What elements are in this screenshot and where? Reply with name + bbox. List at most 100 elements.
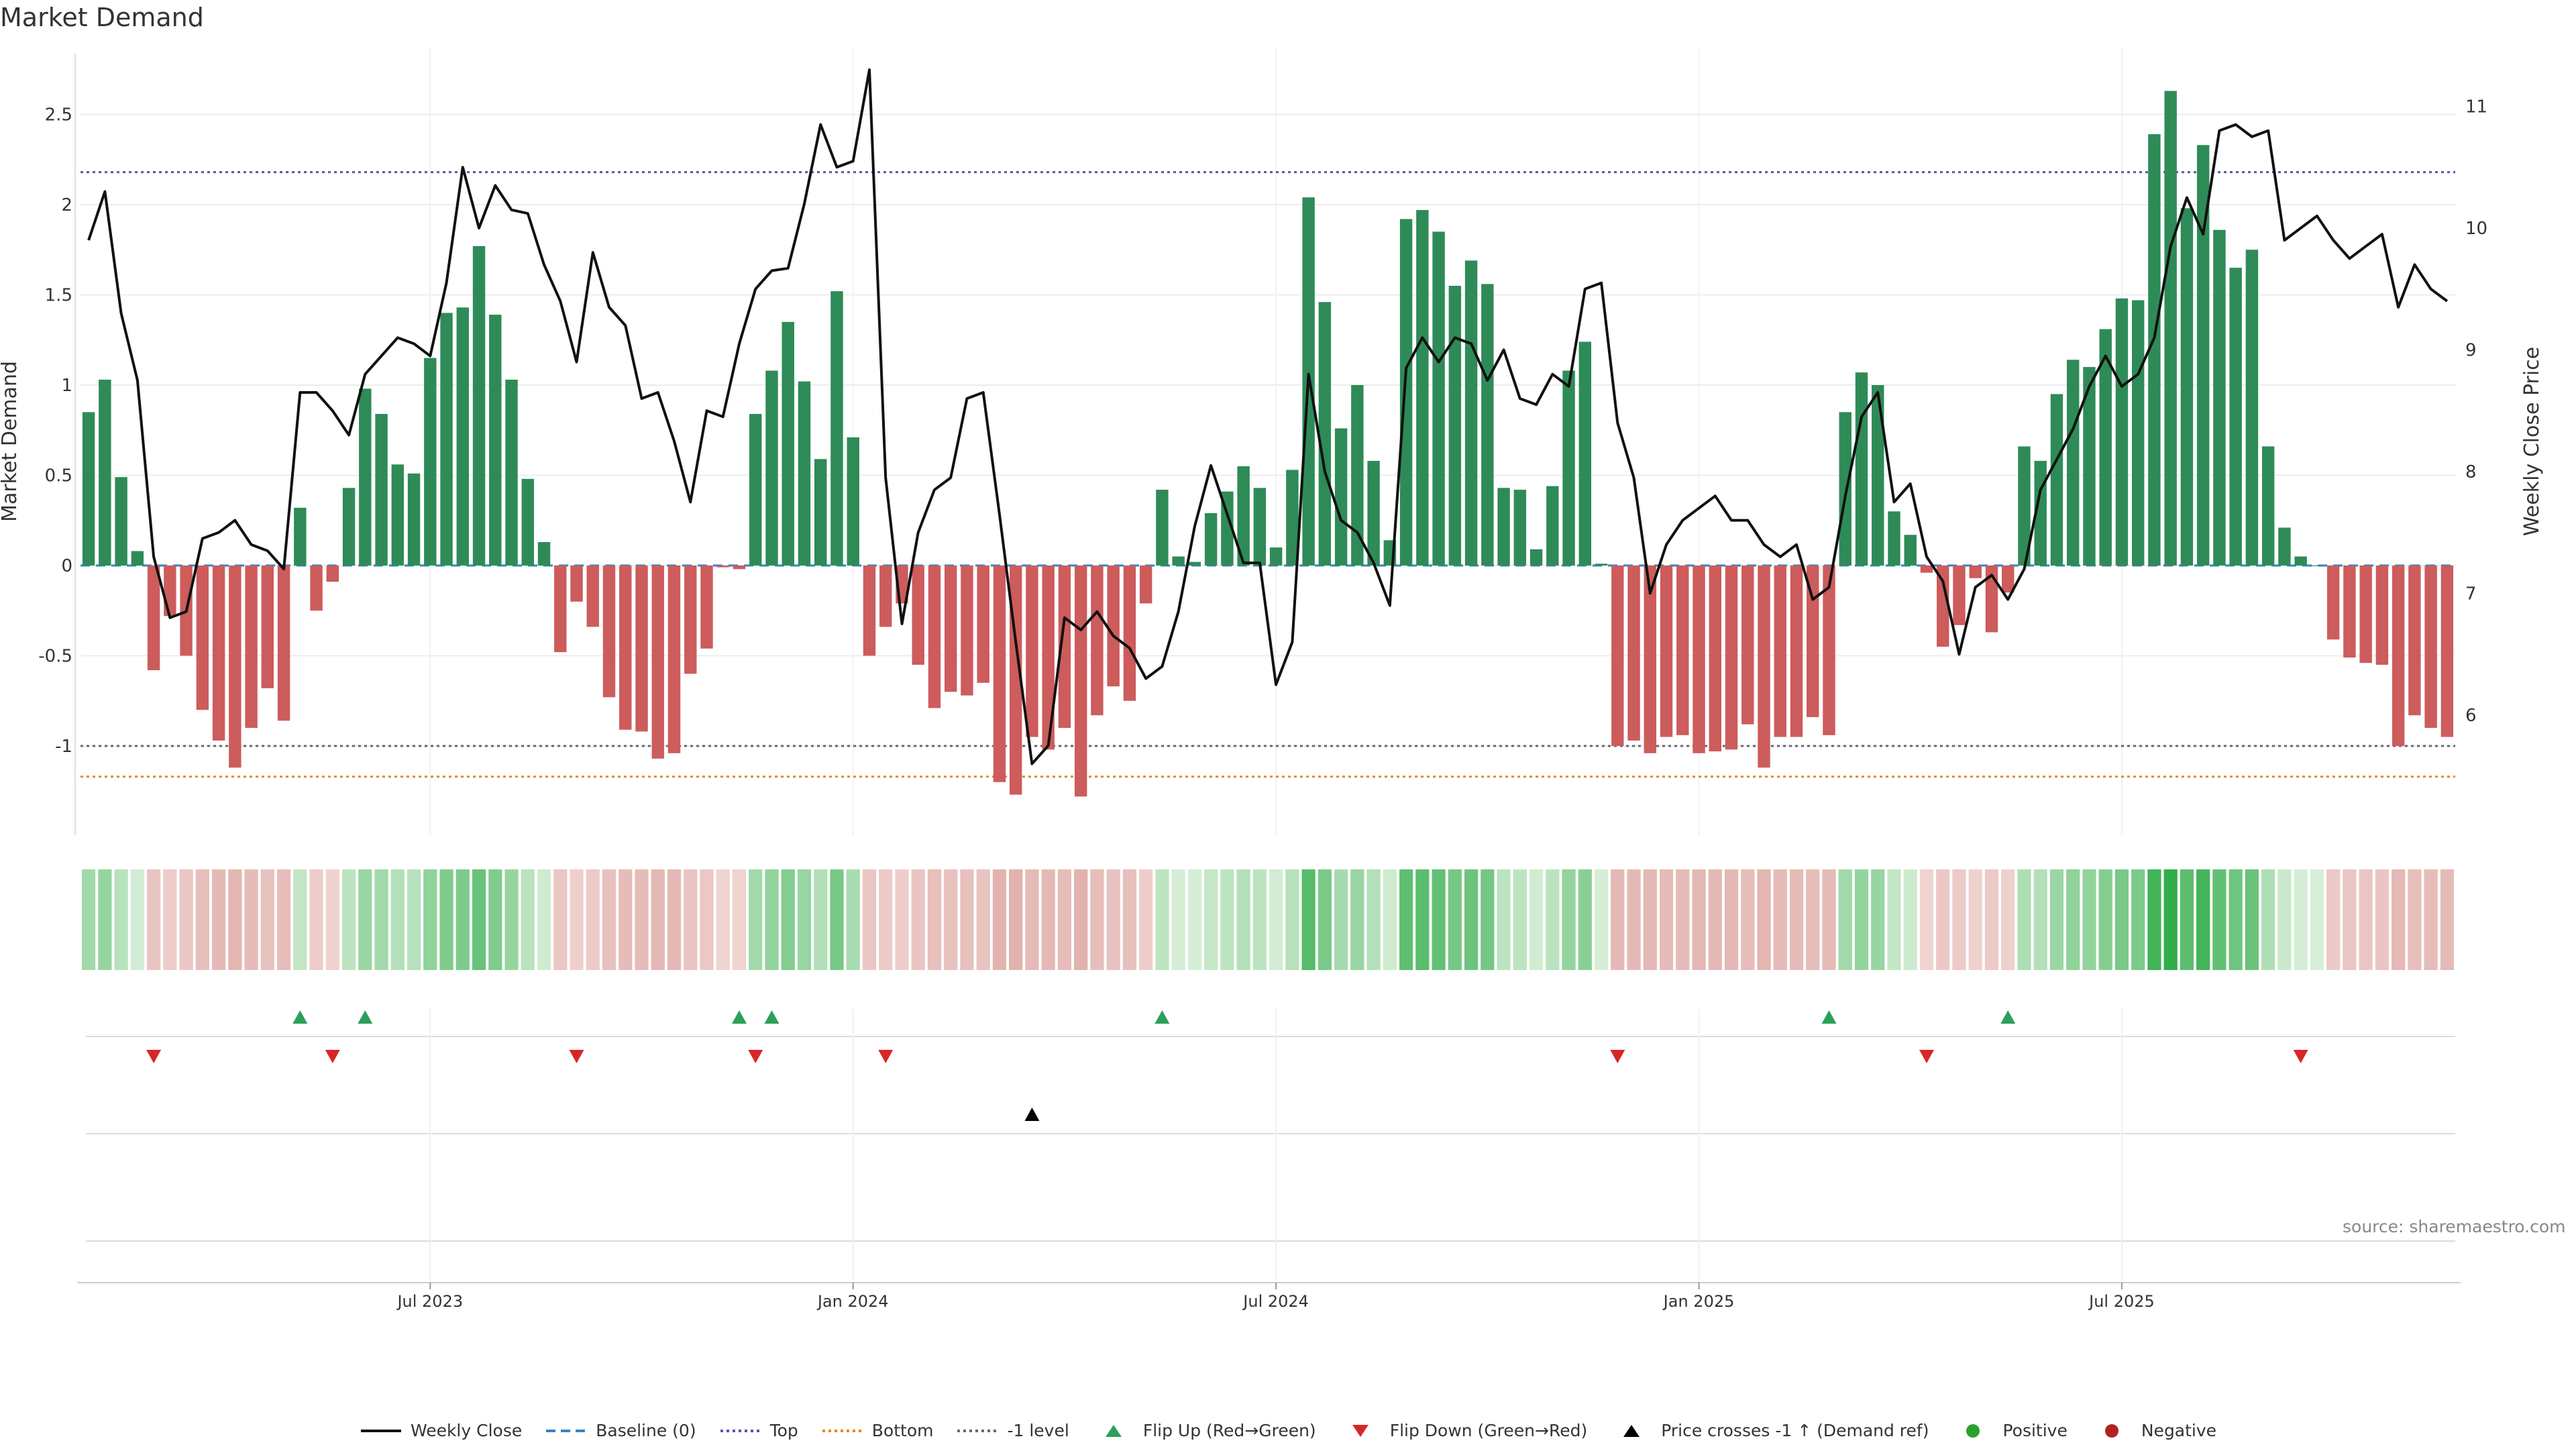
strip-cell [1318, 869, 1332, 970]
demand-bar [456, 307, 470, 566]
demand-bar [863, 566, 876, 656]
demand-bar [537, 542, 551, 566]
demand-heat-strip [82, 869, 2454, 970]
strip-cell [1432, 869, 1446, 970]
strip-cell [2033, 869, 2047, 970]
strip-cell [163, 869, 177, 970]
demand-bar [2050, 394, 2063, 566]
strip-cell [293, 869, 307, 970]
flip-up-marker [358, 1010, 373, 1024]
strip-cell [276, 869, 291, 970]
strip-cell [1187, 869, 1202, 970]
strip-cell [911, 869, 925, 970]
legend-item: Baseline (0) [545, 1421, 696, 1440]
demand-bar [1139, 566, 1152, 604]
strip-cell [944, 869, 958, 970]
strip-cell [1236, 869, 1250, 970]
strip-cell [455, 869, 470, 970]
strip-cell [98, 869, 112, 970]
demand-bar [977, 566, 989, 683]
demand-bar [1367, 460, 1380, 566]
strip-cell [1773, 869, 1787, 970]
demand-bar [2326, 566, 2340, 640]
strip-cell [1838, 869, 1852, 970]
demand-bar [1969, 566, 1982, 578]
demand-bar [375, 414, 388, 566]
strip-cell [1594, 869, 1609, 970]
strip-cell [2196, 869, 2210, 970]
weekly-close-line [87, 68, 2449, 765]
demand-bar [1286, 470, 1299, 566]
strip-cell [1789, 869, 1804, 970]
flip-down-marker [1919, 1050, 1934, 1063]
demand-bar [1334, 428, 1348, 566]
strip-cell [1984, 869, 1999, 970]
demand-bar [814, 459, 827, 566]
demand-bar [1513, 490, 1527, 566]
strip-cell [228, 869, 242, 970]
strip-cell [2375, 869, 2390, 970]
strip-cell [1936, 869, 1950, 970]
demand-bar [1204, 513, 1218, 566]
strip-cell [1887, 869, 1901, 970]
demand-bar [131, 551, 144, 566]
legend-triangle [1352, 1424, 1368, 1437]
strip-cell [1546, 869, 1560, 970]
strip-cell [879, 869, 893, 970]
demand-bar [2034, 460, 2047, 566]
flip-up-marker [1821, 1010, 1837, 1024]
strip-cell [2229, 869, 2243, 970]
strip-cell [1806, 869, 1820, 970]
legend-dot [1966, 1424, 1980, 1438]
demand-bar [2375, 566, 2389, 665]
demand-bar [1042, 566, 1055, 750]
strip-cell [1285, 869, 1299, 970]
y-tick-label: 0 [61, 556, 72, 576]
strip-cell [619, 869, 633, 970]
legend-item: Bottom [821, 1421, 933, 1440]
demand-bar [1904, 535, 1917, 566]
strip-cell [716, 869, 730, 970]
demand-bar [1107, 566, 1120, 687]
strip-cell [1204, 869, 1218, 970]
demand-bar [2066, 360, 2080, 566]
strip-cell [374, 869, 388, 970]
demand-bar [2440, 566, 2454, 737]
demand-bar [2099, 329, 2112, 566]
flip-up-marker [1155, 1010, 1170, 1024]
demand-bar [2196, 145, 2210, 566]
demand-bar [1318, 302, 1332, 566]
strip-cell [2180, 869, 2194, 970]
demand-bar [440, 313, 453, 566]
demand-bar [1464, 260, 1478, 566]
demand-bar [1123, 566, 1136, 701]
strip-cell [1968, 869, 1982, 970]
demand-bar [2245, 250, 2259, 566]
demand-bar [245, 566, 258, 729]
y2-tick-label: 7 [2465, 584, 2477, 604]
strip-cell [325, 869, 339, 970]
strip-cell [1692, 869, 1706, 970]
source-credit: source: sharemaestro.com [2343, 1217, 2566, 1236]
strip-cell [2163, 869, 2178, 970]
strip-cell [1301, 869, 1316, 970]
strip-cell [488, 869, 502, 970]
demand-bar [521, 478, 534, 566]
legend-label: Flip Up (Red→Green) [1142, 1421, 1316, 1440]
reference-lines [80, 171, 2455, 778]
demand-bar [1399, 219, 1413, 566]
legend-swatch [546, 1429, 587, 1432]
demand-bar [294, 507, 307, 566]
legend-item: -1 level [956, 1421, 1069, 1440]
strip-cell [1383, 869, 1397, 970]
strip-cell [976, 869, 990, 970]
strip-cell [1220, 869, 1234, 970]
strip-cell [684, 869, 698, 970]
strip-cell [2001, 869, 2015, 970]
legend-item: Top [719, 1421, 798, 1440]
demand-bar [1855, 372, 1868, 566]
strip-cell [309, 869, 323, 970]
demand-bar [912, 566, 924, 665]
strip-cell [635, 869, 649, 970]
strip-cell [2343, 869, 2357, 970]
